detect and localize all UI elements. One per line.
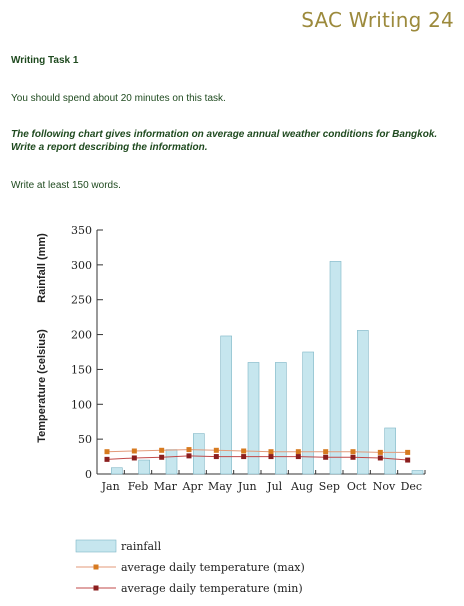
x-tick-label: Apr xyxy=(182,480,204,493)
x-tick-label: Oct xyxy=(347,480,367,493)
rainfall-bar xyxy=(384,427,396,475)
y-tick-label: 50 xyxy=(78,433,92,446)
temp-max-point xyxy=(268,449,274,455)
legend-label-max: average daily temperature (max) xyxy=(121,561,305,574)
temp-max-point xyxy=(159,447,165,453)
rainfall-bar xyxy=(275,362,287,475)
temp-max-point xyxy=(405,449,411,455)
temp-min-point xyxy=(104,456,110,462)
temp-min-point xyxy=(405,457,411,463)
y-axis-title-temperature: Temperature (celsius) xyxy=(36,329,48,443)
rainfall-bar xyxy=(138,459,150,475)
legend-marker-max xyxy=(93,564,99,570)
temp-max-line xyxy=(106,449,408,453)
temp-max-point xyxy=(104,449,110,455)
rainfall-bar xyxy=(357,330,369,475)
y-tick-label: 200 xyxy=(71,329,92,342)
temp-max-point xyxy=(186,447,192,453)
temp-max-point xyxy=(323,449,329,455)
x-tick-label: Jan xyxy=(101,480,120,493)
rainfall-bar xyxy=(247,362,260,475)
rainfall-bar xyxy=(111,467,123,475)
rainfall-bar xyxy=(165,449,178,475)
word-count-instruction: Write at least 150 words. xyxy=(11,180,121,191)
y-tick-label: 350 xyxy=(71,224,92,237)
x-tick-label: May xyxy=(208,480,233,493)
temp-max-point xyxy=(295,449,301,455)
temp-min-point xyxy=(323,454,329,460)
task-heading: Writing Task 1 xyxy=(11,55,79,66)
y-axis-title-rainfall: Rainfall (mm) xyxy=(36,233,48,303)
rainfall-bar xyxy=(329,261,342,475)
temp-min-point xyxy=(213,454,219,460)
rainfall-bar xyxy=(411,470,424,475)
temp-min-point xyxy=(186,453,192,459)
x-tick-label: Feb xyxy=(128,480,149,493)
x-tick-label: Sep xyxy=(319,480,340,493)
temp-max-point xyxy=(377,449,383,455)
legend-label-min: average daily temperature (min) xyxy=(121,582,303,595)
temp-min-point xyxy=(350,454,356,460)
task-prompt: The following chart gives information on… xyxy=(11,129,438,153)
y-tick-label: 0 xyxy=(85,468,92,481)
temp-min-point xyxy=(131,455,137,461)
time-instruction: You should spend about 20 minutes on thi… xyxy=(11,93,226,104)
page-header: SAC Writing 24 xyxy=(301,8,454,32)
x-tick-label: Aug xyxy=(290,480,313,493)
x-tick-label: Jul xyxy=(266,480,282,493)
x-tick-label: Jun xyxy=(237,480,257,493)
temp-min-point xyxy=(268,454,274,460)
temp-min-point xyxy=(241,454,247,460)
y-tick-label: 250 xyxy=(71,294,92,307)
temp-min-line xyxy=(106,455,408,461)
y-tick-label: 150 xyxy=(71,363,92,376)
temp-min-point xyxy=(295,454,301,460)
x-tick-label: Dec xyxy=(401,480,423,493)
legend-label-rainfall: rainfall xyxy=(121,540,162,553)
temp-max-point xyxy=(241,448,247,454)
temp-min-point xyxy=(159,454,165,460)
x-tick-label: Nov xyxy=(373,480,396,493)
temp-max-point xyxy=(131,448,137,454)
rainfall-bar xyxy=(302,351,314,475)
temp-min-point xyxy=(377,455,383,461)
y-tick-label: 300 xyxy=(71,259,92,272)
y-tick-label: 100 xyxy=(71,398,92,411)
rainfall-bar xyxy=(220,335,232,475)
rainfall-bar xyxy=(193,433,205,475)
x-tick-label: Mar xyxy=(154,480,178,493)
temp-max-point xyxy=(213,447,219,453)
legend-marker-min xyxy=(93,585,99,591)
legend-swatch-rainfall xyxy=(75,539,117,553)
temp-max-point xyxy=(350,449,356,455)
